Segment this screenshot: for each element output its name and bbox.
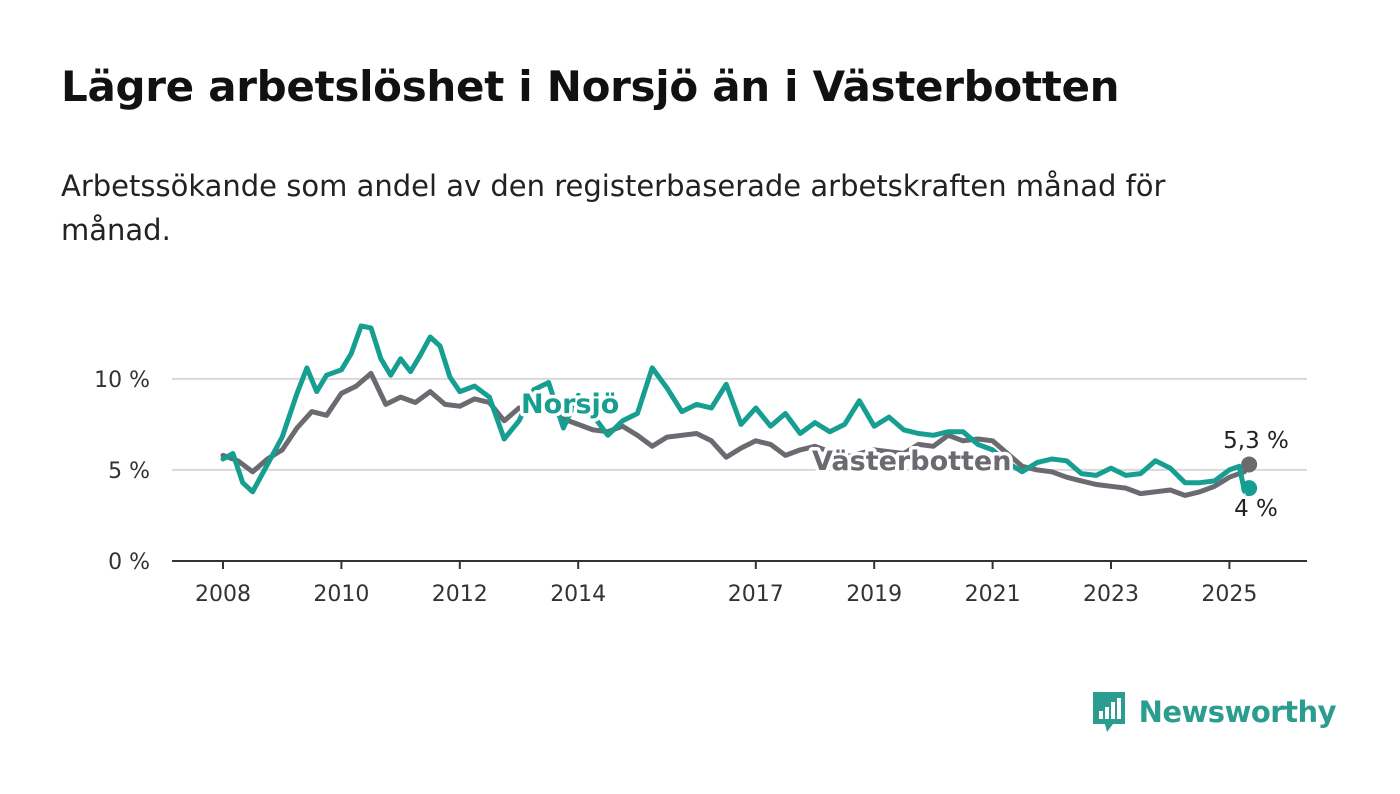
y-tick-label: 5 % bbox=[108, 459, 150, 484]
series-label-norsjo: Norsjö bbox=[521, 389, 619, 420]
bar-chart-speech-bubble-icon bbox=[1092, 692, 1125, 732]
x-tick-label: 2014 bbox=[550, 582, 606, 607]
end-value-label-vasterbotten: 5,3 % bbox=[1223, 428, 1289, 454]
x-axis-ticks: 2008 2010 2012 2014 2017 2019 2021 2023 2025 bbox=[195, 561, 1257, 607]
series-labels: Västerbotten Norsjö 5,3 % 4 % bbox=[518, 386, 1292, 525]
x-tick-label: 2010 bbox=[313, 582, 369, 607]
end-point-norsjö bbox=[1241, 480, 1258, 497]
y-tick-label: 0 % bbox=[108, 550, 150, 575]
newsworthy-logo: Newsworthy bbox=[1091, 690, 1337, 734]
x-tick-label: 2012 bbox=[432, 582, 488, 607]
series-label-vasterbotten: Västerbotten bbox=[812, 446, 1011, 477]
x-tick-label: 2017 bbox=[728, 582, 784, 607]
series-line-västerbotten bbox=[220, 370, 1252, 498]
y-tick-label: 10 % bbox=[94, 368, 150, 393]
x-tick-label: 2023 bbox=[1083, 582, 1139, 607]
end-point-västerbotten bbox=[1241, 456, 1258, 473]
chart-title: Lägre arbetslöshet i Norsjö än i Västerb… bbox=[61, 62, 1120, 111]
end-value-label-norsjo: 4 % bbox=[1234, 496, 1278, 522]
x-tick-label: 2025 bbox=[1201, 582, 1257, 607]
y-axis-ticks: 0 % 5 % 10 % bbox=[94, 368, 150, 575]
x-tick-label: 2008 bbox=[195, 582, 251, 607]
series-line-norsjö bbox=[220, 323, 1252, 495]
logo-text: Newsworthy bbox=[1138, 695, 1337, 729]
x-tick-label: 2019 bbox=[846, 582, 902, 607]
x-tick-label: 2021 bbox=[965, 582, 1021, 607]
chart-subtitle: Arbetssökande som andel av den registerb… bbox=[61, 169, 1166, 247]
series-lines bbox=[220, 323, 1258, 498]
